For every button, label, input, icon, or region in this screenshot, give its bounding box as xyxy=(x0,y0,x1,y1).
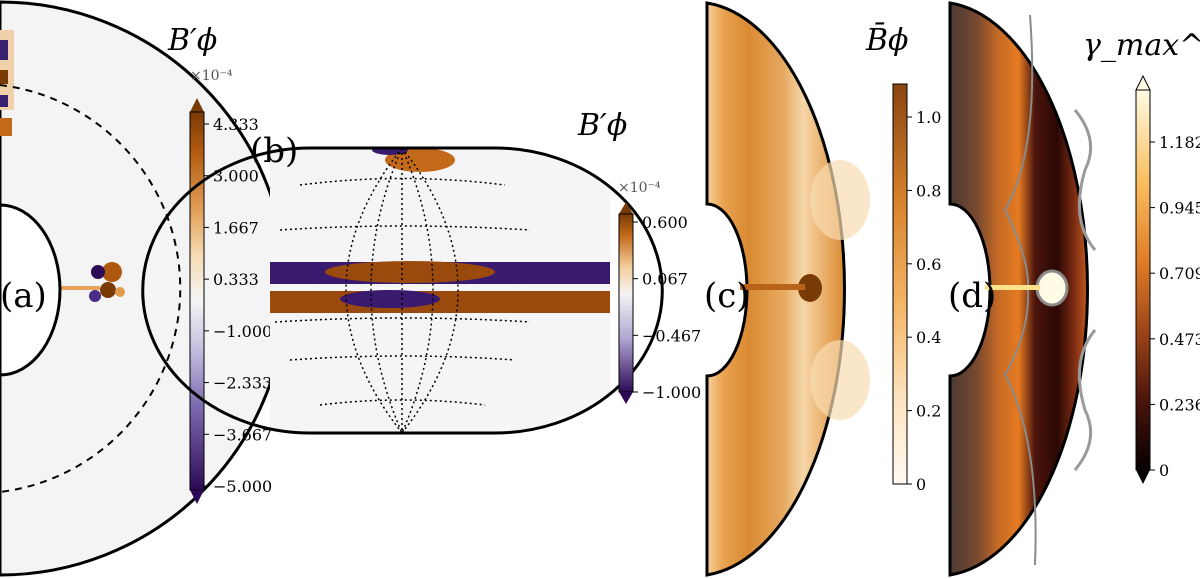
panel-d-contour xyxy=(1073,329,1097,471)
colorbar-tick-label: 0.2 xyxy=(916,402,941,421)
colorbar-tick-label: −1.000 xyxy=(642,383,701,402)
colorbar-tick-label: −1.000 xyxy=(213,322,272,341)
colorbar-tick-label: 0.236 xyxy=(1159,395,1200,414)
colorbar-tick-label: 0.945 xyxy=(1159,199,1200,218)
colorbar-c-title: B̄ϕ xyxy=(865,22,909,58)
panel-d-contour xyxy=(1073,109,1097,251)
colorbar-a-multiplier: ×10⁻⁴ xyxy=(190,68,233,84)
panel-c-equator-feature xyxy=(798,274,822,302)
panel-c: (c) xyxy=(704,1,870,577)
colorbar-tick-label: 3.000 xyxy=(213,167,259,186)
colorbar-tick-label: 0 xyxy=(916,475,926,494)
panel-d-equator-feature xyxy=(985,285,1040,290)
colorbar-d-bar xyxy=(1135,89,1151,471)
colorbar-d: γ_max^TI/Ω_a 1.182 0.945 0.709 0.473 0.236 0 xyxy=(1083,28,1200,484)
colorbar-tick-label: 0.600 xyxy=(642,213,688,232)
colorbar-tick-label: 0 xyxy=(1159,461,1169,480)
panel-a-pole-feature xyxy=(0,118,12,136)
colorbar-tick-label: 1.0 xyxy=(916,108,941,127)
colorbar-tick-label: 4.333 xyxy=(213,115,259,134)
panel-a-inner-core xyxy=(0,203,62,377)
panel-c-light-region xyxy=(810,160,870,240)
colorbar-tick-label: 0.8 xyxy=(916,181,941,200)
colorbar-b-bar xyxy=(618,213,634,393)
panel-a-equator-feature xyxy=(60,262,125,302)
colorbar-a-bottom-arrow xyxy=(190,490,204,504)
colorbar-tick-label: −3.667 xyxy=(213,425,272,444)
colorbar-a: B′ϕ ×10⁻⁴ 4.333 3.000 1.667 0.333 −1.000 −2.3… xyxy=(167,23,272,504)
colorbar-b-bottom-arrow xyxy=(619,392,633,404)
panel-c-equator-feature xyxy=(740,284,805,290)
colorbar-tick-label: 0.4 xyxy=(916,328,941,347)
panel-a-pole-feature xyxy=(0,70,8,84)
colorbar-tick-label: −5.000 xyxy=(213,477,272,496)
colorbar-c: B̄ϕ 1.0 0.8 0.6 0.4 0.2 0 xyxy=(865,22,941,494)
colorbar-a-bar xyxy=(189,111,205,491)
panel-b-graticule xyxy=(274,148,531,433)
colorbar-d-top-arrow xyxy=(1135,74,1151,91)
colorbar-tick-label: 1.667 xyxy=(213,218,259,237)
colorbar-b: B′ϕ ×10⁻⁴ 0.600 0.067 −0.467 −1.000 xyxy=(577,108,701,404)
colorbar-tick-label: 0.709 xyxy=(1159,264,1200,283)
colorbar-tick-label: −0.467 xyxy=(642,326,701,345)
panel-b-band xyxy=(325,261,495,283)
colorbar-d-title: γ_max^TI/Ω_a xyxy=(1083,28,1200,63)
colorbar-tick-label: 1.182 xyxy=(1159,133,1200,152)
colorbar-c-bar xyxy=(892,83,908,485)
colorbar-a-top-arrow xyxy=(190,98,204,112)
panel-d-equator-feature xyxy=(1035,269,1069,307)
colorbar-tick-label: 0.473 xyxy=(1159,330,1200,349)
colorbar-a-title: B′ϕ xyxy=(167,23,217,58)
colorbar-b-multiplier: ×10⁻⁴ xyxy=(618,180,661,196)
colorbar-tick-label: −2.333 xyxy=(213,374,272,393)
panel-a-pole-feature xyxy=(0,40,8,60)
panel-b-background xyxy=(270,148,610,433)
panel-d-label: (d) xyxy=(948,276,996,316)
panel-a-pole-feature xyxy=(0,95,8,107)
panel-a: (a) xyxy=(0,0,288,577)
colorbar-tick-label: 0.6 xyxy=(916,255,941,274)
colorbar-d-bottom-arrow xyxy=(1136,470,1150,484)
colorbar-b-title: B′ϕ xyxy=(577,108,627,143)
panel-b: (b) xyxy=(141,131,664,435)
panel-b-label: (b) xyxy=(250,131,298,171)
colorbar-tick-label: 0.067 xyxy=(642,270,688,289)
colorbar-b-top-arrow xyxy=(619,202,633,214)
panel-b-outline xyxy=(141,146,664,435)
panel-c-label: (c) xyxy=(704,276,750,316)
panel-a-dashed-circle xyxy=(0,84,182,493)
panel-c-light-region xyxy=(810,340,870,420)
panel-d: (d) xyxy=(948,1,1097,577)
colorbar-tick-label: 0.333 xyxy=(213,270,259,289)
panel-b-band xyxy=(340,290,440,308)
panel-b-band xyxy=(270,291,610,313)
panel-a-label: (a) xyxy=(0,276,47,316)
